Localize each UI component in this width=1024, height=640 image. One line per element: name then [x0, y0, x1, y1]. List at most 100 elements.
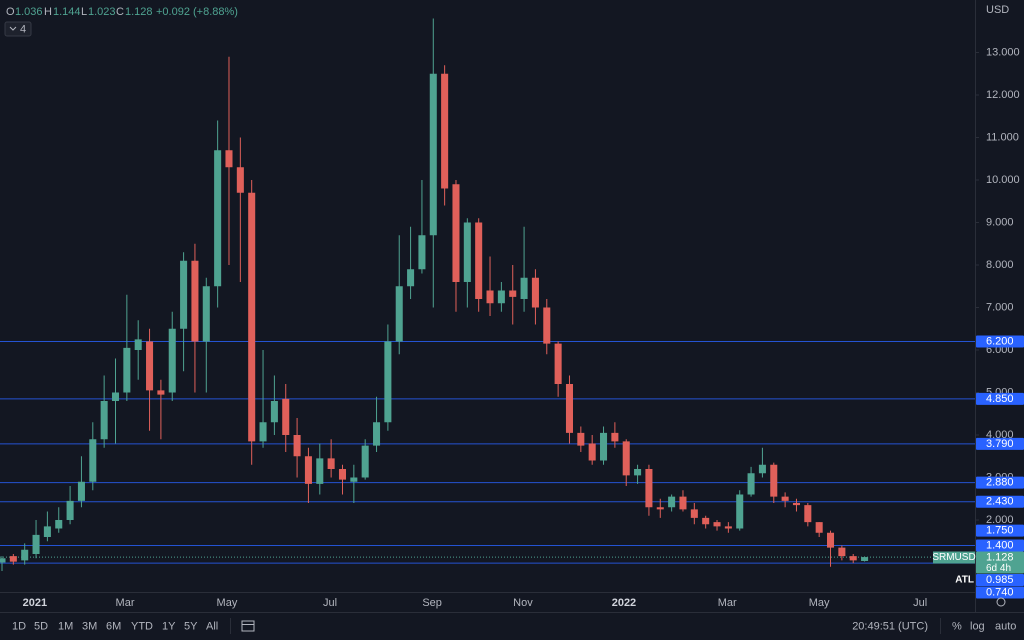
chevron: [9, 26, 17, 31]
range-button[interactable]: All: [206, 620, 218, 632]
candle-body: [486, 290, 494, 304]
y-tick-label: 11.000: [986, 131, 1019, 143]
candle-body: [418, 235, 426, 270]
price-tag-label: 6.200: [986, 335, 1014, 347]
candle-body: [43, 526, 51, 538]
legend-c-value: 1.128: [125, 6, 153, 18]
candle-body: [792, 503, 800, 506]
range-button[interactable]: 5Y: [184, 620, 198, 632]
candle-body: [565, 383, 573, 433]
candle-body: [225, 150, 233, 168]
candle-body: [168, 328, 176, 393]
candle-body: [815, 522, 823, 533]
price-tag-label: 0.740: [986, 586, 1014, 598]
candle-body: [373, 422, 381, 446]
candle-body: [702, 517, 710, 525]
range-button[interactable]: YTD: [131, 620, 153, 632]
candle-body: [838, 547, 846, 557]
candle-body: [679, 496, 687, 510]
log-toggle[interactable]: log: [970, 620, 985, 632]
candle-body: [21, 549, 29, 561]
y-tick-label: 4.000: [986, 429, 1014, 441]
candle-body: [338, 469, 347, 480]
candle-body: [747, 473, 755, 495]
candle-body: [634, 469, 642, 476]
axes: 2.0003.0004.0005.0006.0007.0008.0009.000…: [23, 46, 1024, 609]
candle-body: [157, 390, 165, 395]
price-tag-label: 0.985: [986, 574, 1014, 586]
candle-body: [293, 435, 301, 457]
price-tag: [976, 437, 1024, 450]
candle-body: [304, 456, 312, 484]
candle-body: [259, 422, 267, 442]
candle-body: [384, 341, 392, 423]
y-tick-label: 9.000: [986, 216, 1014, 228]
candle-body: [645, 469, 653, 508]
candle-body: [248, 192, 256, 442]
plot: [0, 18, 975, 572]
price-tag-label: 1.400: [986, 539, 1014, 551]
candle-body: [475, 222, 483, 299]
range-button[interactable]: 1M: [58, 620, 73, 632]
candle-body: [520, 277, 528, 299]
candle-body: [327, 458, 335, 470]
x-tick-label: Nov: [513, 597, 533, 609]
candle-body: [531, 277, 539, 308]
legend-h-value: 1.144: [53, 6, 81, 18]
candle-body: [543, 307, 551, 344]
y-tick-label: 7.000: [986, 301, 1014, 313]
candle-body: [656, 507, 664, 510]
legend-c: C: [116, 6, 124, 18]
candle-body: [611, 432, 619, 442]
y-tick-label: 10.000: [986, 174, 1020, 186]
settings-icon[interactable]: [996, 597, 1006, 607]
price-tag-label: 1.128: [986, 551, 1014, 563]
candle-body: [214, 150, 222, 287]
candle-body: [100, 400, 108, 440]
candle-body: [191, 260, 199, 342]
legend-h: H: [44, 6, 52, 18]
settings-gear[interactable]: [996, 597, 1006, 607]
indicator-count[interactable]: 4: [20, 23, 26, 35]
candle-body: [282, 398, 290, 436]
price-tag: [976, 551, 1024, 574]
candle-body: [9, 556, 17, 562]
auto-toggle[interactable]: auto: [995, 620, 1016, 632]
date-range-icon[interactable]: [241, 620, 255, 632]
range-button[interactable]: 1Y: [162, 620, 176, 632]
price-tag: [976, 539, 1024, 552]
price-tag-label: 3.790: [986, 438, 1014, 450]
candle-body: [600, 432, 608, 461]
candle-body: [66, 500, 74, 521]
x-tick-label: Mar: [116, 597, 135, 609]
x-tick-label: 2021: [23, 597, 47, 609]
candle-body: [361, 445, 369, 478]
indicator-toggle[interactable]: 4: [4, 21, 32, 37]
range-button[interactable]: 5D: [34, 620, 48, 632]
candle-body: [770, 464, 778, 497]
candle-body: [55, 520, 63, 529]
legend-o-value: 1.036: [15, 6, 43, 18]
candle-body: [202, 286, 210, 342]
candle-body: [407, 269, 415, 287]
candle-body: [236, 167, 244, 193]
range-button[interactable]: 6M: [106, 620, 121, 632]
price-tag: [976, 524, 1024, 537]
indicator-box[interactable]: [4, 21, 32, 37]
range-button[interactable]: 1D: [12, 620, 26, 632]
x-tick-label: Mar: [718, 597, 737, 609]
range-button[interactable]: 3M: [82, 620, 97, 632]
legend-l-value: 1.023: [88, 6, 116, 18]
price-tag-label: 2.430: [986, 496, 1014, 508]
x-tick-label: May: [217, 597, 238, 609]
candle-body: [668, 496, 676, 508]
candle-body: [77, 481, 85, 501]
candle-body: [350, 477, 358, 482]
calendar-icon[interactable]: [241, 620, 255, 632]
candle-body: [270, 400, 278, 423]
x-tick-label: May: [809, 597, 830, 609]
percent-toggle[interactable]: %: [952, 620, 962, 632]
annotation: ATL: [955, 575, 974, 586]
candle-body: [509, 290, 517, 297]
